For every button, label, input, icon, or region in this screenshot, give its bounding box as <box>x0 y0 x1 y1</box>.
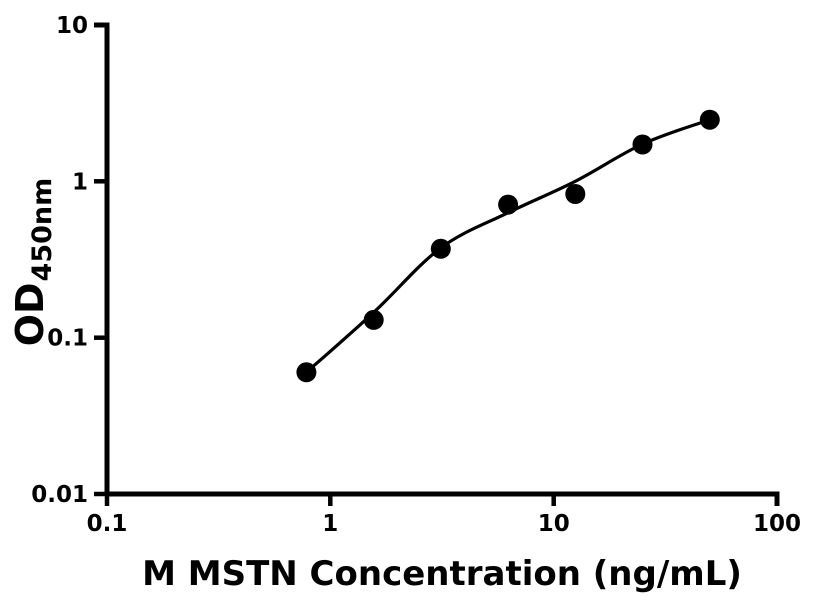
y-axis-line <box>94 22 110 494</box>
fit-curve <box>304 118 712 374</box>
data-point <box>430 238 451 259</box>
y-tick-label: 0.1 <box>47 326 88 352</box>
y-tick-label: 0.01 <box>31 482 88 508</box>
x-tick-label: 10 <box>538 511 570 537</box>
x-axis-title: M MSTN Concentration (ng/mL) <box>142 554 742 594</box>
x-tick-label: 0.1 <box>87 511 128 537</box>
data-point <box>565 184 586 204</box>
data-point <box>699 109 720 130</box>
y-axis-title-main: OD <box>8 282 52 347</box>
data-point <box>296 362 317 383</box>
y-tick-label: 10 <box>56 13 88 39</box>
y-axis-title: OD450nm <box>6 146 58 378</box>
data-point <box>498 194 519 215</box>
y-axis-title-subscript: 450nm <box>27 177 58 282</box>
y-tick-label: 1 <box>72 169 88 195</box>
data-point <box>363 309 384 330</box>
data-point <box>632 134 653 155</box>
x-tick-label: 100 <box>753 511 801 537</box>
x-axis-line <box>107 491 780 506</box>
x-tick-label: 1 <box>322 511 338 537</box>
